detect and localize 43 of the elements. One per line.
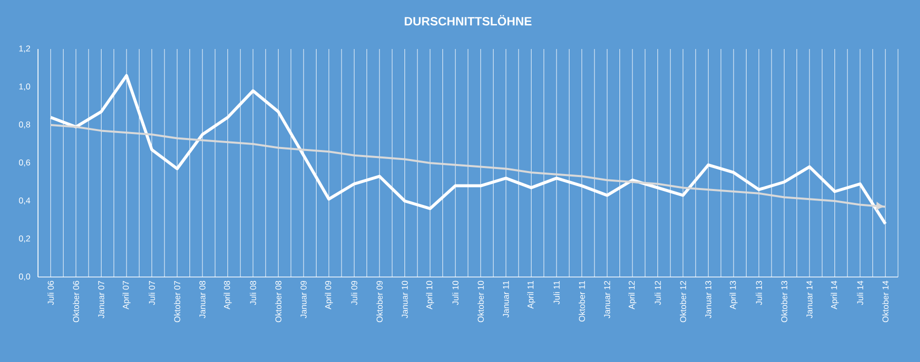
y-tick-label: 0,2	[18, 235, 30, 243]
line-series	[50, 124, 886, 208]
x-tick-label: Oktober 12	[680, 280, 686, 322]
x-tick-label: Oktober 08	[275, 280, 282, 322]
x-tick-label: Juli 06	[48, 280, 54, 305]
x-tick-label: Juli 08	[250, 280, 256, 305]
x-tick-label: Oktober 10	[478, 280, 484, 322]
x-tick-label: Juli 13	[756, 280, 762, 305]
x-tick-label: Januar 12	[604, 280, 610, 318]
x-tick-label: April 10	[426, 280, 434, 310]
x-tick-label: Oktober 09	[376, 280, 383, 322]
y-tick-label: 1,0	[19, 83, 30, 91]
x-tick-label: Juli 07	[148, 280, 155, 305]
y-tick-label: 0,4	[18, 197, 30, 205]
x-tick-label: Januar 14	[806, 280, 812, 318]
x-tick-label: Oktober 14	[882, 280, 888, 322]
x-tick-label: Januar 08	[199, 280, 206, 318]
x-tick-label: Oktober 13	[781, 280, 788, 322]
y-tick-label: 0,8	[18, 121, 30, 129]
x-tick-label: Oktober 11	[578, 280, 585, 322]
y-tick-label: 0,0	[18, 273, 30, 281]
x-tick-label: April 08	[224, 280, 232, 310]
chart-title: DURSCHNITTSLÖHNE	[404, 15, 532, 26]
x-tick-label: Juli 14	[856, 280, 864, 305]
x-tick-label: April 13	[730, 280, 738, 310]
x-tick-label: Oktober 06	[72, 280, 80, 322]
x-tick-label: April 11	[527, 280, 536, 309]
x-tick-label: Juli 11	[553, 280, 560, 304]
x-tick-label: Juli 10	[452, 280, 458, 305]
x-tick-label: Januar 09	[300, 280, 307, 318]
x-tick-label: Juli 12	[654, 280, 661, 305]
x-tick-label: April 12	[628, 280, 636, 310]
x-tick-label: Januar 07	[98, 280, 104, 318]
x-tick-label: Januar 10	[402, 280, 408, 318]
x-tick-label: April 09	[324, 280, 333, 310]
x-tick-label: April 07	[122, 280, 130, 310]
x-tick-label: Januar 11	[502, 280, 509, 318]
x-tick-label: Januar 13	[705, 280, 712, 318]
y-tick-label: 0,6	[18, 159, 30, 167]
x-tick-label: Oktober 07	[174, 280, 180, 322]
x-tick-label: Juli 09	[351, 280, 358, 305]
y-tick-label: 1,2	[19, 45, 30, 53]
x-tick-label: April 14	[830, 280, 839, 310]
